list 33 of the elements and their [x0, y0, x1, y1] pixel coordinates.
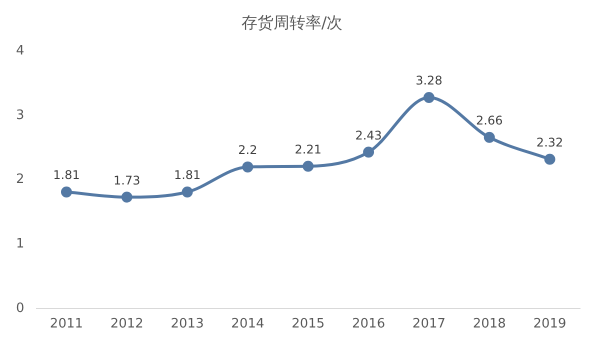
data-label: 1.81: [53, 168, 80, 182]
point: [60, 186, 72, 198]
point: [121, 192, 132, 203]
y-tick-label: 2: [16, 172, 24, 188]
point: [484, 132, 495, 143]
y-tick-label: 4: [16, 44, 24, 59]
chart-title: 存货周转率/次: [241, 12, 343, 32]
point: [242, 161, 254, 172]
x-tick-label: 2011: [50, 316, 84, 332]
point: [302, 160, 314, 172]
y-tick-label: 1: [16, 236, 24, 252]
x-tick-label: 2013: [170, 316, 204, 332]
data-label: 2.43: [355, 128, 382, 142]
point: [182, 186, 193, 198]
data-label: 2.66: [476, 113, 503, 128]
x-tick-label: 2012: [110, 316, 144, 332]
y-tick-label: 3: [16, 108, 24, 123]
x-tick-label: 2019: [533, 316, 566, 332]
x-tick-label: 2014: [231, 316, 264, 332]
point: [423, 92, 434, 103]
point: [544, 154, 556, 165]
point: [363, 146, 374, 158]
y-tick-label: 0: [16, 300, 24, 316]
data-label: 1.73: [114, 173, 140, 188]
x-tick-label: 2017: [412, 316, 446, 332]
x-tick-label: 2015: [292, 316, 325, 332]
data-label: 3.28: [416, 74, 442, 88]
data-label: 2.21: [294, 142, 322, 156]
data-label: 2.2: [238, 143, 258, 158]
x-tick-label: 2016: [352, 316, 386, 332]
data-label: 1.81: [174, 168, 201, 182]
data-label: 2.32: [536, 135, 564, 150]
x-tick-label: 2018: [472, 316, 506, 332]
